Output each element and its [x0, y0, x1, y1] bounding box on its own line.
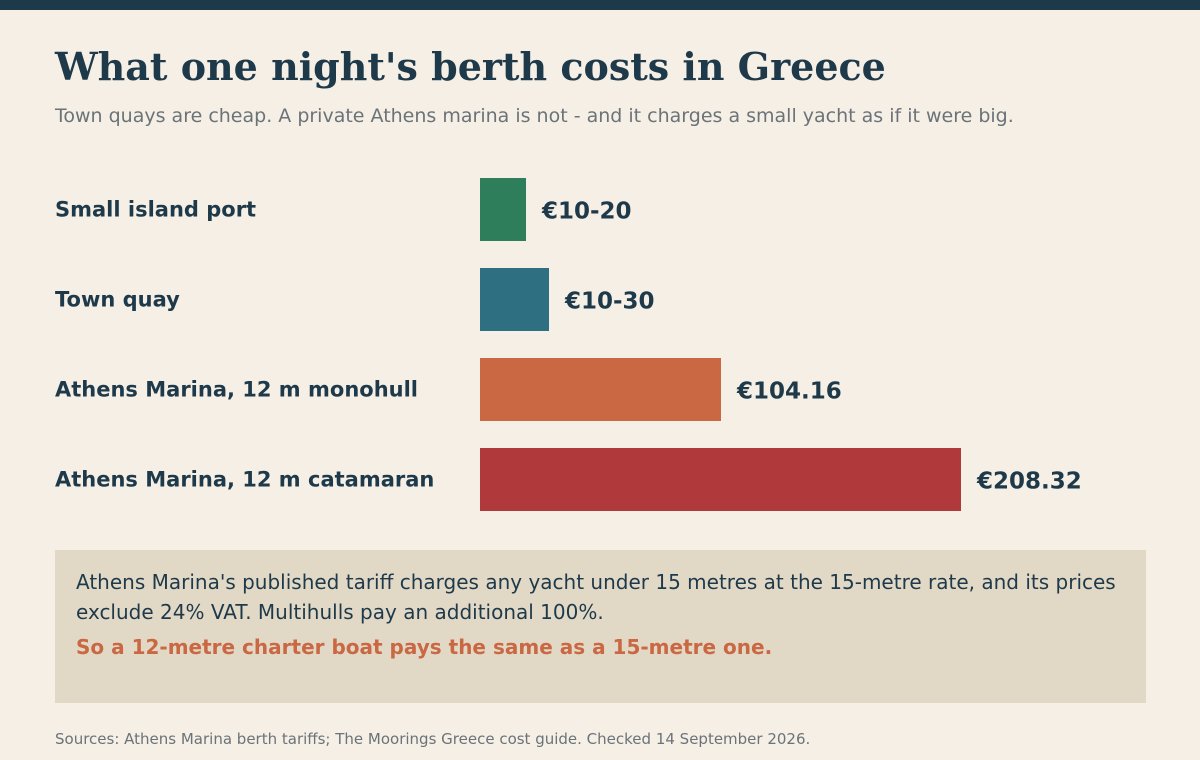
- category-label: Small island port: [55, 198, 256, 222]
- note-text: Athens Marina's published tariff charges…: [76, 570, 1116, 624]
- chart-subtitle: Town quays are cheap. A private Athens m…: [55, 105, 1014, 127]
- bar: [480, 358, 721, 421]
- category-label: Athens Marina, 12 m monohull: [55, 378, 418, 402]
- bar: [480, 268, 549, 331]
- top-accent-bar: [0, 0, 1200, 10]
- value-label: €10-30: [564, 289, 655, 315]
- note-emphasis: So a 12-metre charter boat pays the same…: [76, 635, 773, 659]
- chart-title: What one night's berth costs in Greece: [55, 44, 886, 89]
- bar: [480, 178, 526, 241]
- value-label: €104.16: [736, 379, 842, 405]
- note-box: Athens Marina's published tariff charges…: [55, 550, 1146, 703]
- bar: [480, 448, 961, 511]
- category-label: Athens Marina, 12 m catamaran: [55, 468, 434, 492]
- value-label: €208.32: [976, 469, 1082, 495]
- bar-chart: Small island port €10-20 Town quay €10-30 At…: [55, 178, 1082, 511]
- value-label: €10-20: [541, 199, 632, 225]
- category-label: Town quay: [55, 288, 180, 312]
- sources-footnote: Sources: Athens Marina berth tariffs; Th…: [55, 730, 811, 748]
- bar-chart-svg: Small island port €10-20 Town quay €10-30 At…: [55, 178, 1082, 511]
